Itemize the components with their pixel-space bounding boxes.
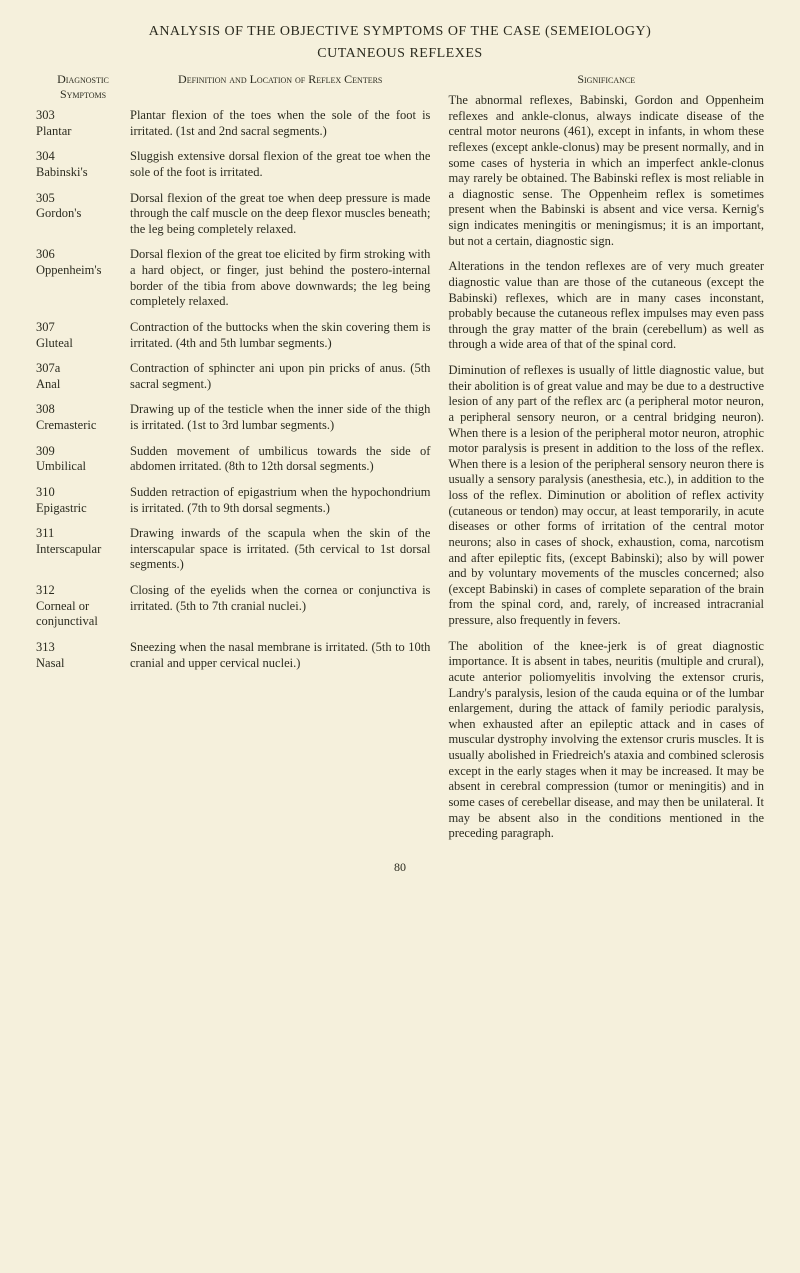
definition-cell: Contraction of sphincter ani upon pin pr…	[130, 361, 430, 392]
symptom-cell: 308 Cremasteric	[36, 402, 130, 433]
entry-number: 309	[36, 444, 130, 460]
significance-paragraph: The abnormal reflexes, Babinski, Gordon …	[448, 93, 764, 249]
entry-name: Epigastric	[36, 501, 130, 517]
entry-number: 311	[36, 526, 130, 542]
entry-name: Gordon's	[36, 206, 130, 222]
reflex-entry: 313 Nasal Sneezing when the nasal membra…	[36, 640, 430, 671]
symptom-cell: 307 Gluteal	[36, 320, 130, 351]
entry-name: Gluteal	[36, 336, 130, 352]
definition-cell: Sneezing when the nasal membrane is irri…	[130, 640, 430, 671]
page: ANALYSIS OF THE OBJECTIVE SYMPTOMS OF TH…	[0, 0, 800, 905]
entry-name: Cremasteric	[36, 418, 130, 434]
right-column: Significance The abnormal reflexes, Babi…	[448, 72, 764, 852]
definition-cell: Closing of the eyelids when the cornea o…	[130, 583, 430, 614]
symptom-cell: 304 Babinski's	[36, 149, 130, 180]
symptom-cell: 307a Anal	[36, 361, 130, 392]
symptom-cell: 310 Epigastric	[36, 485, 130, 516]
page-title: ANALYSIS OF THE OBJECTIVE SYMPTOMS OF TH…	[36, 24, 764, 40]
page-number: 80	[36, 860, 764, 875]
entry-number: 306	[36, 247, 130, 263]
entry-name: Corneal or conjunctival	[36, 599, 130, 630]
entry-number: 312	[36, 583, 130, 599]
reflex-entry: 308 Cremasteric Drawing up of the testic…	[36, 402, 430, 433]
header-significance: Significance	[448, 72, 764, 87]
reflex-entry: 305 Gordon's Dorsal flexion of the great…	[36, 191, 430, 238]
entry-number: 307	[36, 320, 130, 336]
definition-cell: Sudden retraction of epigastrium when th…	[130, 485, 430, 516]
entry-name: Babinski's	[36, 165, 130, 181]
symptom-cell: 305 Gordon's	[36, 191, 130, 222]
reflex-entry: 310 Epigastric Sudden retraction of epig…	[36, 485, 430, 516]
reflex-entry: 312 Corneal or conjunctival Closing of t…	[36, 583, 430, 630]
definition-cell: Sluggish extensive dorsal flexion of the…	[130, 149, 430, 180]
entry-number: 304	[36, 149, 130, 165]
reflex-entry: 309 Umbilical Sudden movement of umbilic…	[36, 444, 430, 475]
entry-name: Plantar	[36, 124, 130, 140]
entry-number: 303	[36, 108, 130, 124]
reflex-entry: 306 Oppenheim's Dorsal flexion of the gr…	[36, 247, 430, 310]
symptom-cell: 306 Oppenheim's	[36, 247, 130, 278]
entry-name: Umbilical	[36, 459, 130, 475]
entry-number: 313	[36, 640, 130, 656]
definition-cell: Plantar flexion of the toes when the sol…	[130, 108, 430, 139]
entry-number: 310	[36, 485, 130, 501]
symptom-cell: 311 Interscapular	[36, 526, 130, 557]
definition-cell: Drawing up of the testicle when the inne…	[130, 402, 430, 433]
significance-paragraph: Alterations in the tendon reflexes are o…	[448, 259, 764, 353]
definition-cell: Sudden movement of umbilicus towards the…	[130, 444, 430, 475]
symptom-cell: 312 Corneal or conjunctival	[36, 583, 130, 630]
entry-name: Interscapular	[36, 542, 130, 558]
definition-cell: Contraction of the buttocks when the ski…	[130, 320, 430, 351]
entry-name: Oppenheim's	[36, 263, 130, 279]
two-column-layout: Diagnostic Symptoms Definition and Locat…	[36, 72, 764, 852]
definition-cell: Drawing inwards of the scapula when the …	[130, 526, 430, 573]
left-column-headers: Diagnostic Symptoms Definition and Locat…	[36, 72, 430, 102]
reflex-entry: 307 Gluteal Contraction of the buttocks …	[36, 320, 430, 351]
left-column: Diagnostic Symptoms Definition and Locat…	[36, 72, 430, 852]
reflex-entry: 307a Anal Contraction of sphincter ani u…	[36, 361, 430, 392]
symptom-cell: 303 Plantar	[36, 108, 130, 139]
significance-paragraph: Diminution of reflexes is usually of lit…	[448, 363, 764, 629]
entry-number: 307a	[36, 361, 130, 377]
header-definition: Definition and Location of Reflex Center…	[130, 72, 430, 102]
symptom-cell: 313 Nasal	[36, 640, 130, 671]
entry-number: 308	[36, 402, 130, 418]
reflex-entry: 304 Babinski's Sluggish extensive dorsal…	[36, 149, 430, 180]
entry-number: 305	[36, 191, 130, 207]
entry-name: Nasal	[36, 656, 130, 672]
symptom-cell: 309 Umbilical	[36, 444, 130, 475]
significance-paragraph: The abolition of the knee-jerk is of gre…	[448, 639, 764, 842]
reflex-entry: 303 Plantar Plantar flexion of the toes …	[36, 108, 430, 139]
definition-cell: Dorsal flexion of the great toe elicited…	[130, 247, 430, 310]
section-subtitle: CUTANEOUS REFLEXES	[36, 46, 764, 62]
definition-cell: Dorsal flexion of the great toe when dee…	[130, 191, 430, 238]
reflex-entry: 311 Interscapular Drawing inwards of the…	[36, 526, 430, 573]
entry-name: Anal	[36, 377, 130, 393]
header-diagnostic: Diagnostic Symptoms	[36, 72, 130, 102]
